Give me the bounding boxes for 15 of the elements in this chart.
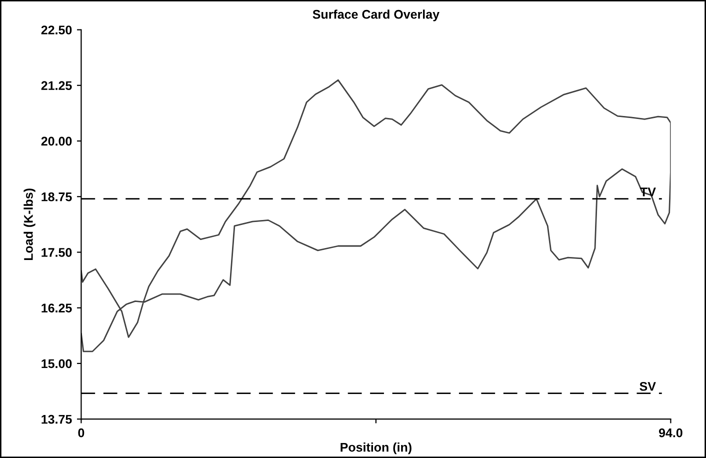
y-tick-label: 22.50: [41, 26, 72, 34]
y-tick-label: 13.75: [42, 414, 72, 424]
y-tick-label: 16.25: [42, 304, 72, 312]
y-axis-title: Load (K-lbs): [24, 188, 36, 260]
chart-title: Surface Card Overlay: [312, 10, 440, 22]
y-tick-label: 18.75: [42, 192, 72, 202]
y-tick-label: 15.00: [42, 359, 72, 368]
x-tick-label: 94.0: [658, 428, 682, 438]
line-series: [81, 79, 671, 352]
x-axis-title: Position (in): [340, 442, 412, 454]
y-tick-label: 20.00: [41, 136, 72, 146]
ref-line-label: SV: [640, 382, 656, 391]
y-tick-label: 21.25: [41, 81, 72, 90]
x-tick-label: 0: [78, 428, 84, 438]
y-tick-label: 17.50: [42, 248, 72, 257]
